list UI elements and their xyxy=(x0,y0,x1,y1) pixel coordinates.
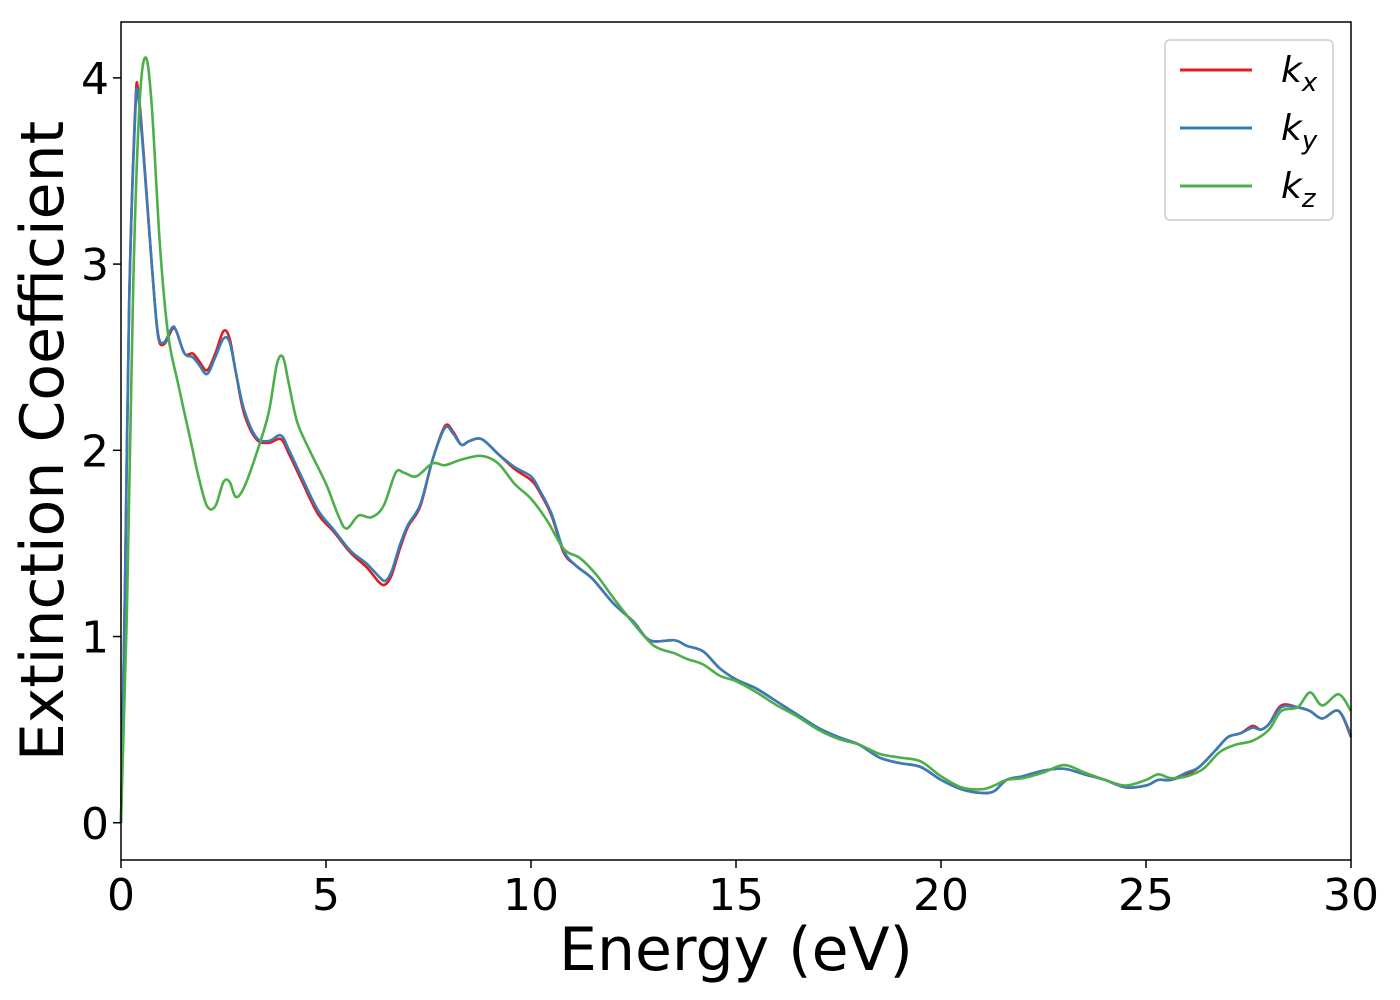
x-axis-label: Energy (eV) xyxy=(559,915,913,985)
x-tick-label: 25 xyxy=(1118,870,1174,921)
legend-label-kx: kx xyxy=(1281,50,1318,98)
series-line-kz xyxy=(119,56,1353,823)
legend-label-ky: ky xyxy=(1281,108,1318,156)
x-tick-label: 10 xyxy=(503,870,559,921)
x-tick-label: 5 xyxy=(312,870,340,921)
x-tick-label: 0 xyxy=(107,870,135,921)
y-tick-label: 4 xyxy=(81,54,109,105)
series-line-ky xyxy=(119,87,1353,823)
x-tick-label: 20 xyxy=(913,870,969,921)
y-tick-label: 2 xyxy=(81,426,109,477)
x-tick-label: 15 xyxy=(708,870,764,921)
y-tick-label: 0 xyxy=(81,799,109,850)
x-tick-label: 30 xyxy=(1323,870,1379,921)
x-axis: 0 5 10 15 20 25 30 xyxy=(107,860,1379,921)
y-tick-label: 3 xyxy=(81,240,109,291)
y-axis: 0 1 2 3 4 xyxy=(81,54,121,850)
y-tick-label: 1 xyxy=(81,613,109,664)
series-layer xyxy=(119,56,1353,823)
y-axis-label: Extinction Coefficient xyxy=(8,121,78,761)
legend-frame xyxy=(1164,39,1334,221)
